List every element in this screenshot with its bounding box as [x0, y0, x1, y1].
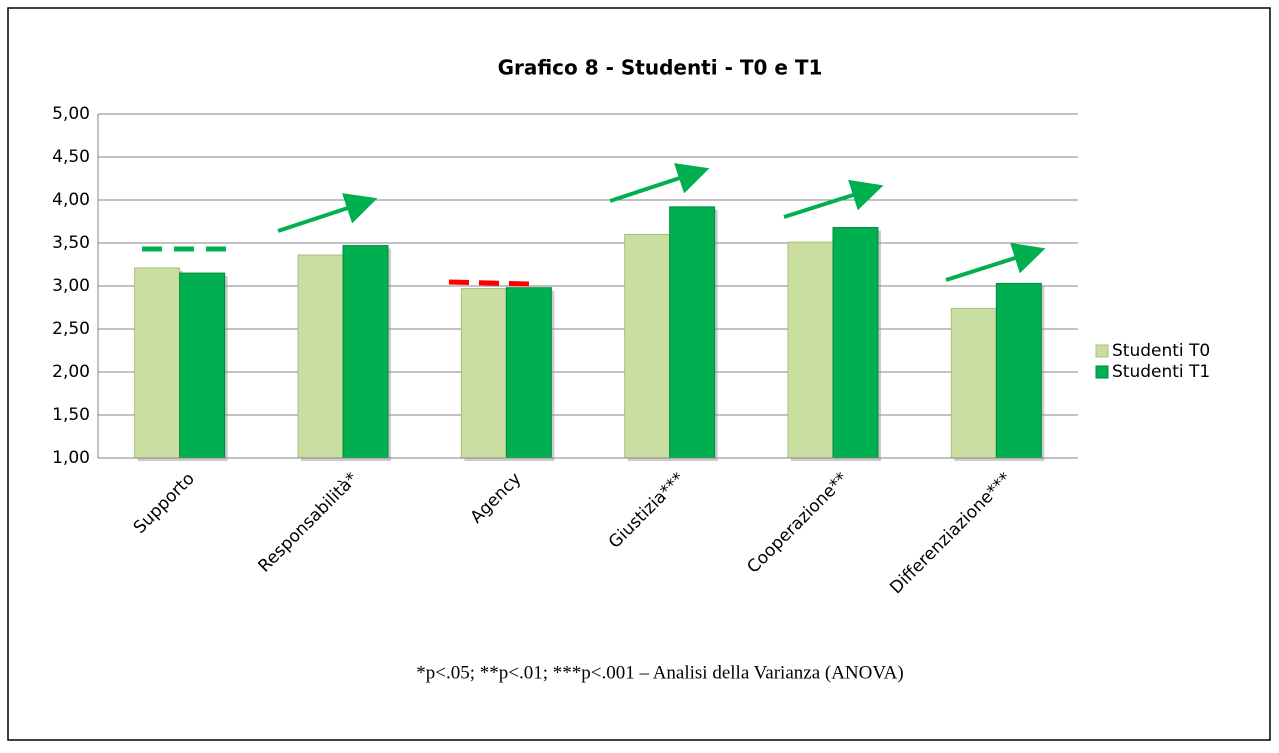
legend-swatch: [1095, 344, 1109, 358]
bar: [787, 241, 834, 459]
footnote: *p<.05; **p<.01; ***p<.001 – Analisi del…: [416, 662, 903, 683]
annotations: [142, 163, 1046, 287]
y-tick-label: 3,00: [52, 276, 90, 296]
y-tick-label: 2,00: [52, 362, 90, 382]
y-tick-label: 1,50: [52, 405, 90, 425]
y-tick-label: 1,00: [52, 448, 90, 468]
bar: [995, 282, 1042, 459]
y-tick-label: 4,50: [52, 147, 90, 167]
bar: [505, 287, 552, 459]
y-tick-label: 5,00: [52, 104, 90, 124]
bar: [669, 206, 716, 459]
bar: [460, 288, 507, 459]
y-tick-label: 4,00: [52, 190, 90, 210]
flat-marker: [448, 279, 531, 287]
bar: [624, 233, 671, 459]
legend-swatch: [1095, 365, 1109, 379]
bar: [950, 307, 997, 459]
bar: [342, 245, 389, 459]
legend-label: Studenti T1: [1112, 362, 1210, 382]
legend-label: Studenti T0: [1112, 341, 1210, 361]
bar: [179, 272, 226, 459]
chart-title: Grafico 8 - Studenti - T0 e T1: [498, 56, 823, 80]
y-tick-label: 2,50: [52, 319, 90, 339]
trend-arrow: [609, 163, 710, 203]
bar: [297, 254, 344, 459]
bar: [134, 267, 181, 459]
trend-arrow: [783, 179, 884, 219]
y-tick-label: 3,50: [52, 233, 90, 253]
trend-arrow: [277, 193, 378, 233]
bar: [832, 227, 879, 459]
trend-arrow: [945, 242, 1046, 282]
